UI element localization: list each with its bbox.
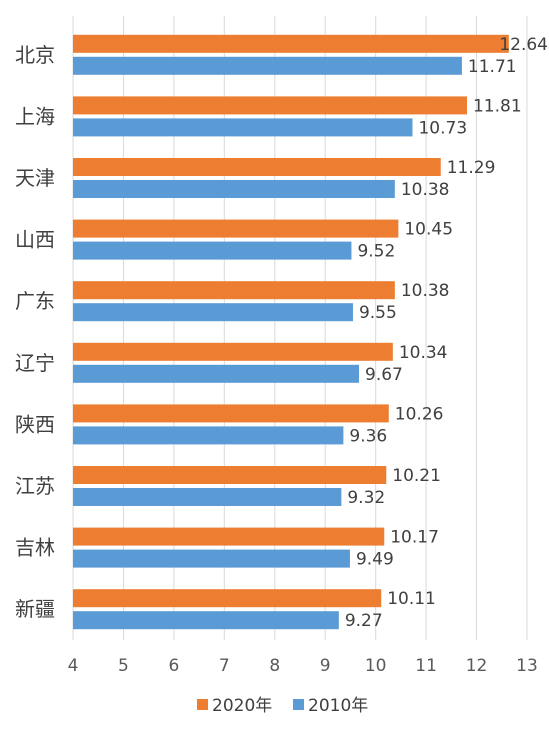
- x-tick-label: 7: [219, 656, 230, 676]
- value-label: 11.71: [468, 57, 517, 77]
- bar-2010: [73, 549, 350, 568]
- legend-label: 2010年: [308, 696, 368, 716]
- bar-2020: [73, 96, 467, 115]
- value-label: 11.29: [447, 158, 496, 178]
- legend-swatch: [197, 699, 208, 710]
- category-label: 新疆: [15, 597, 55, 621]
- bar-2010: [73, 241, 352, 260]
- value-label: 9.55: [359, 303, 397, 323]
- value-label: 10.34: [399, 343, 448, 363]
- x-axis-tick-labels: 4 5 6 7 8 9 10 11 12 13: [68, 656, 538, 676]
- bar-2020: [73, 158, 441, 176]
- bar-2020: [73, 34, 509, 53]
- bars: [73, 34, 509, 630]
- x-tick-label: 4: [68, 656, 79, 676]
- value-label: 9.27: [345, 611, 383, 631]
- bar-2020: [73, 404, 389, 423]
- x-tick-label: 13: [516, 656, 538, 676]
- value-label: 10.73: [418, 118, 467, 138]
- x-tick-label: 9: [320, 656, 331, 676]
- value-label: 10.26: [395, 404, 444, 424]
- category-label: 广东: [15, 289, 55, 313]
- bar-2010: [73, 364, 360, 383]
- bar-2020: [73, 527, 385, 546]
- bar-2020: [73, 219, 399, 238]
- bar-2010: [73, 611, 339, 630]
- x-tick-label: 11: [415, 656, 437, 676]
- value-label: 10.17: [390, 528, 439, 548]
- value-label: 9.52: [357, 242, 395, 262]
- bar-2010: [73, 303, 353, 322]
- category-label: 山西: [15, 228, 55, 252]
- category-label: 天津: [15, 166, 55, 190]
- x-tick-label: 12: [466, 656, 488, 676]
- bar-2020: [73, 589, 382, 608]
- value-label: 10.38: [401, 180, 450, 200]
- category-label: 北京: [15, 43, 55, 67]
- bar-2010: [73, 180, 395, 198]
- value-label: 9.49: [356, 550, 394, 570]
- value-label: 12.64: [499, 35, 548, 55]
- bar-2020: [73, 342, 393, 361]
- x-tick-label: 6: [168, 656, 179, 676]
- category-label: 陕西: [15, 412, 55, 436]
- bar-2010: [73, 118, 413, 137]
- value-label: 10.38: [401, 281, 450, 301]
- x-tick-label: 8: [269, 656, 280, 676]
- category-label: 江苏: [15, 474, 55, 498]
- bar-2010: [73, 426, 344, 445]
- bar-2020: [73, 466, 387, 484]
- value-label: 9.67: [365, 365, 403, 385]
- bar-2010: [73, 56, 462, 75]
- legend: 2020年 2010年: [197, 696, 368, 716]
- value-label: 11.81: [473, 96, 522, 116]
- value-label: 9.36: [349, 426, 387, 446]
- category-label: 辽宁: [15, 351, 55, 375]
- legend-label: 2020年: [212, 696, 272, 716]
- category-label: 上海: [15, 104, 55, 128]
- bar-2020: [73, 281, 395, 300]
- value-label: 10.45: [404, 220, 453, 240]
- x-tick-label: 5: [118, 656, 129, 676]
- value-label: 9.32: [347, 488, 385, 508]
- value-label: 10.21: [392, 466, 441, 486]
- bar-2010: [73, 488, 342, 506]
- value-label: 10.11: [387, 589, 436, 609]
- value-labels: 12.6411.7111.8110.7311.2910.3810.459.521…: [345, 35, 548, 631]
- legend-swatch: [293, 699, 304, 710]
- x-tick-label: 10: [365, 656, 387, 676]
- category-label: 吉林: [15, 536, 55, 560]
